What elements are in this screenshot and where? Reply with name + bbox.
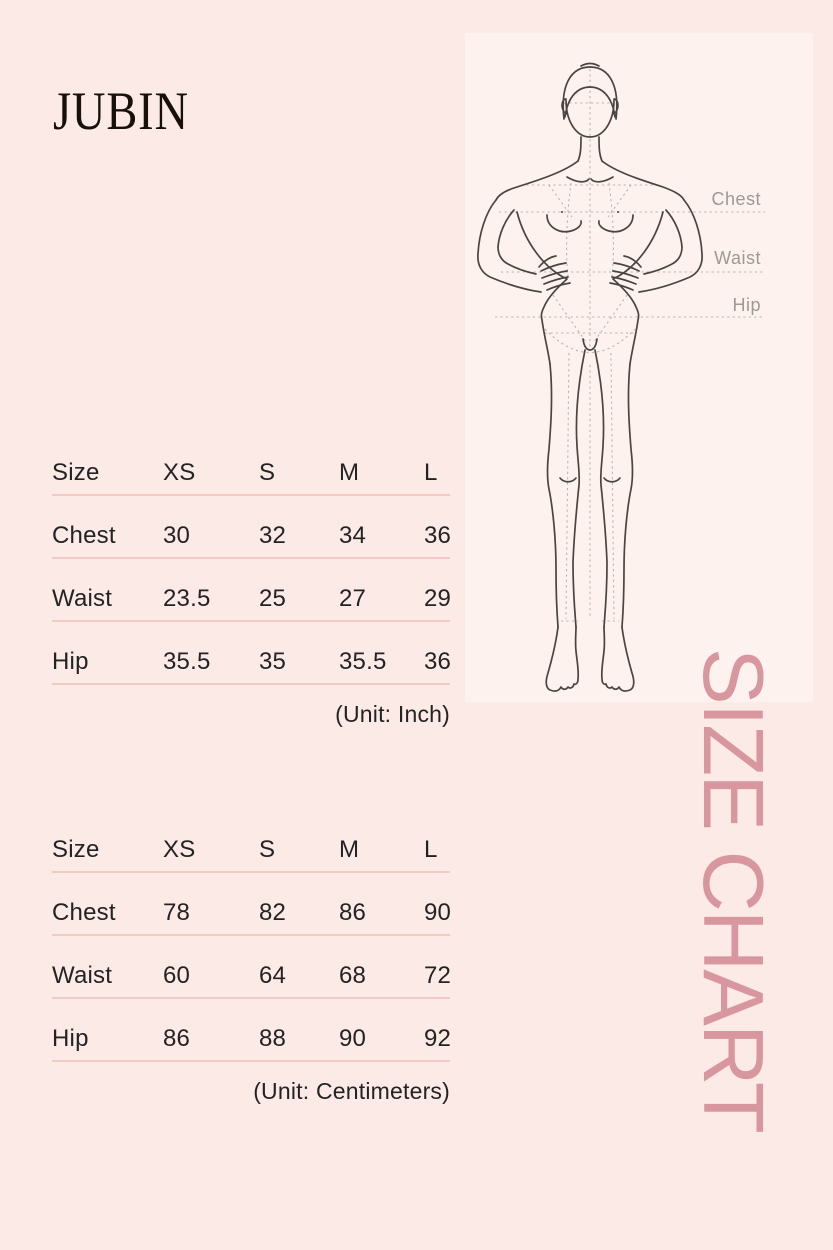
cell-value: 86 — [339, 899, 367, 926]
waist-measure-label: Waist — [714, 248, 761, 268]
cell-value: 23.5 — [163, 585, 211, 612]
cell-value: 35.5 — [163, 648, 211, 675]
cell-value: 36 — [424, 522, 452, 549]
cell-value: 35 — [259, 648, 287, 675]
row-label: Chest — [52, 522, 116, 549]
row-label: Waist — [52, 962, 113, 989]
unit-note-inch: (Unit: Inch) — [335, 701, 450, 727]
unit-note-centimeters: (Unit: Centimeters) — [253, 1078, 450, 1104]
brand-logo: JUBIN — [53, 81, 189, 141]
column-header-s: S — [259, 459, 276, 486]
cell-value: 86 — [163, 1025, 191, 1052]
row-label: Chest — [52, 899, 116, 926]
cell-value: 90 — [424, 899, 452, 926]
cell-value: 27 — [339, 585, 367, 612]
cell-value: 30 — [163, 522, 191, 549]
cell-value: 82 — [259, 899, 287, 926]
column-header-l: L — [424, 836, 438, 863]
table-row-chest: Chest 30 32 34 36 — [52, 496, 452, 559]
table-row-hip: Hip 35.5 35 35.5 36 — [52, 622, 452, 685]
cell-value: 68 — [339, 962, 367, 989]
row-label: Waist — [52, 585, 113, 612]
row-label: Hip — [52, 1025, 89, 1052]
cell-value: 78 — [163, 899, 191, 926]
cell-value: 34 — [339, 522, 367, 549]
cell-value: 32 — [259, 522, 287, 549]
cell-value: 72 — [424, 962, 452, 989]
column-header-xs: XS — [163, 836, 196, 863]
column-header-m: M — [339, 836, 360, 863]
guide-lines — [495, 69, 765, 622]
table-header-row: Size XS S M L — [52, 443, 450, 496]
cell-value: 29 — [424, 585, 452, 612]
hip-measure-label: Hip — [732, 295, 761, 315]
figure-panel: Chest Waist Hip — [465, 33, 813, 702]
cell-value: 60 — [163, 962, 191, 989]
chest-measure-label: Chest — [711, 189, 761, 209]
table-row-hip: Hip 86 88 90 92 — [52, 999, 452, 1062]
croquis-figure-illustration — [477, 62, 765, 692]
table-row-waist: Waist 23.5 25 27 29 — [52, 559, 452, 622]
cell-value: 36 — [424, 648, 452, 675]
cell-value: 64 — [259, 962, 287, 989]
column-header-l: L — [424, 459, 438, 486]
column-header-size: Size — [52, 836, 100, 863]
size-table-centimeters: Size XS S M L Chest 78 82 86 90 Waist 60… — [52, 820, 452, 1105]
cell-value: 35.5 — [339, 648, 387, 675]
table-row-chest: Chest 78 82 86 90 — [52, 873, 452, 936]
table-row-waist: Waist 60 64 68 72 — [52, 936, 452, 999]
column-header-size: Size — [52, 459, 100, 486]
cell-value: 92 — [424, 1025, 452, 1052]
body-outline — [477, 62, 703, 692]
cell-value: 25 — [259, 585, 287, 612]
vertical-page-title-text: SIZE CHART — [685, 648, 780, 1132]
row-label: Hip — [52, 648, 89, 675]
column-header-m: M — [339, 459, 360, 486]
size-table-inches: Size XS S M L Chest 30 32 34 36 Waist 23… — [52, 443, 452, 728]
table-header-row: Size XS S M L — [52, 820, 450, 873]
cell-value: 90 — [339, 1025, 367, 1052]
cell-value: 88 — [259, 1025, 287, 1052]
column-header-xs: XS — [163, 459, 196, 486]
column-header-s: S — [259, 836, 276, 863]
